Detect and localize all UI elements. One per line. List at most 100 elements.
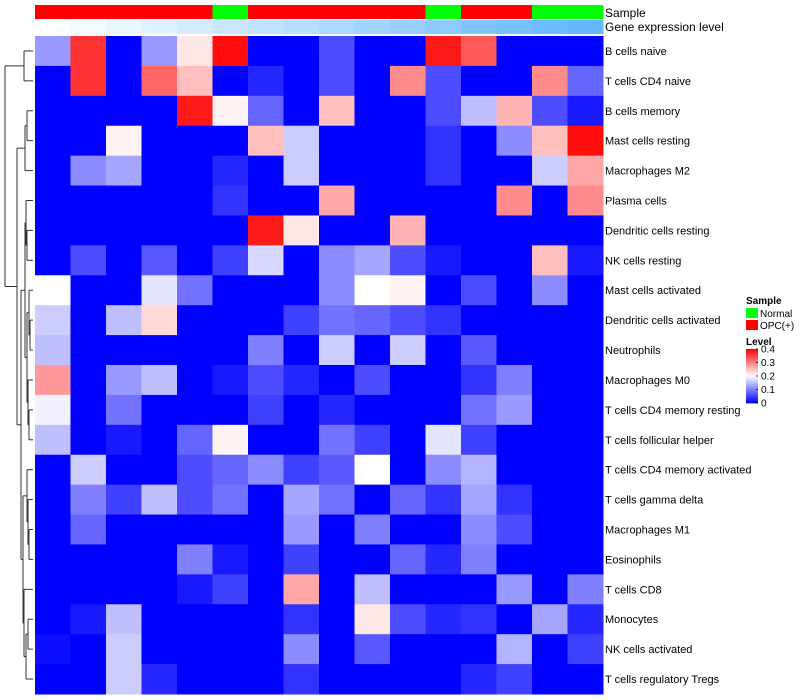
heatmap-cell: [425, 604, 462, 635]
heatmap-cell: [496, 95, 533, 127]
heatmap-cell: [35, 36, 71, 67]
gene-level-annotation-cell: [532, 20, 568, 34]
heatmap-cell: [177, 484, 213, 516]
heatmap-cell: [532, 574, 568, 605]
heatmap-cell: [212, 574, 249, 605]
row-label: Macrophages M1: [605, 525, 690, 537]
heatmap-cell: [35, 245, 71, 276]
colorbar-tick-label: 0.1: [761, 385, 775, 396]
row-label: Mast cells resting: [605, 136, 690, 148]
gene-level-annotation-cell: [425, 20, 462, 34]
heatmap-cell: [106, 365, 142, 396]
heatmap-cell: [390, 65, 426, 97]
heatmap-cell: [106, 454, 142, 486]
heatmap-cell: [461, 604, 497, 635]
gene-level-annotation-cell: [283, 20, 320, 34]
heatmap-cell: [425, 95, 462, 127]
heatmap-cell: [283, 335, 320, 366]
heatmap-cell: [283, 514, 320, 545]
heatmap-cell: [177, 155, 213, 187]
heatmap-cell: [212, 275, 249, 306]
heatmap-cell: [248, 155, 284, 187]
colorbar-segment: [746, 400, 758, 403]
heatmap-cell: [141, 275, 178, 306]
heatmap-cell: [532, 604, 568, 635]
heatmap-cell: [461, 125, 497, 157]
row-label: T cells CD4 memory resting: [605, 405, 741, 417]
heatmap-cell: [141, 664, 178, 695]
colorbar-segment: [746, 385, 758, 388]
heatmap-cell: [354, 155, 391, 187]
heatmap-cell: [354, 634, 391, 665]
heatmap-cell: [390, 125, 426, 157]
sample-annotation-cell: [141, 5, 178, 19]
colorbar-segment: [746, 392, 758, 394]
heatmap-cell: [461, 424, 497, 456]
heatmap-cell: [461, 544, 497, 575]
colorbar-segment: [746, 386, 758, 389]
colorbar-segment: [746, 394, 758, 397]
heatmap-cell: [177, 185, 213, 216]
heatmap-cell: [319, 36, 355, 67]
heatmap-cell: [496, 155, 533, 187]
heatmap-cell: [461, 335, 497, 366]
heatmap-cell: [496, 36, 533, 67]
heatmap-cell: [106, 125, 142, 157]
heatmap-cell: [532, 424, 568, 456]
heatmap-cell: [35, 65, 71, 97]
heatmap-cell: [532, 155, 568, 187]
heatmap-cell: [319, 394, 355, 426]
heatmap-cell: [106, 185, 142, 216]
colorbar-segment: [746, 349, 758, 351]
heatmap-cell: [425, 484, 462, 516]
gene-level-annotation-cell: [177, 20, 213, 34]
heatmap-cell: [496, 394, 533, 426]
gene-level-annotation-cell: [248, 20, 284, 34]
gene-level-annotation-cell: [319, 20, 355, 34]
heatmap-cell: [106, 65, 142, 97]
heatmap-cell: [106, 215, 142, 246]
colorbar-segment: [746, 357, 758, 359]
colorbar-segment: [746, 398, 758, 401]
colorbar-segment: [746, 359, 758, 362]
heatmap-cell: [461, 305, 497, 336]
heatmap-cell: [354, 514, 391, 545]
heatmap-cell: [425, 664, 462, 695]
heatmap-cell: [141, 544, 178, 575]
heatmap-cell: [567, 245, 604, 276]
heatmap-cell: [532, 95, 568, 127]
heatmap-cell: [532, 544, 568, 575]
heatmap-cell: [496, 245, 533, 276]
heatmap-cell: [532, 215, 568, 246]
heatmap-cell: [70, 484, 107, 516]
heatmap-cell: [248, 574, 284, 605]
heatmap-cell: [354, 335, 391, 366]
heatmap-cell: [212, 664, 249, 695]
heatmap-cell: [283, 394, 320, 426]
heatmap-cell: [354, 245, 391, 276]
heatmap-cell: [141, 514, 178, 545]
colorbar-segment: [746, 374, 758, 377]
heatmap-cell: [390, 664, 426, 695]
colorbar-segment: [746, 378, 758, 381]
heatmap-cell: [141, 155, 178, 187]
heatmap-cell: [496, 215, 533, 246]
legend-level-colorbar: 0.4 0.3 0.2 0.1 0: [746, 345, 775, 410]
heatmap-cell: [141, 245, 178, 276]
heatmap-cell: [106, 335, 142, 366]
heatmap-cell: [248, 394, 284, 426]
gene-level-annotation-cell: [496, 20, 533, 34]
colorbar-segment: [746, 397, 758, 400]
heatmap-cell: [390, 335, 426, 366]
heatmap-cell: [212, 604, 249, 635]
heatmap-cell: [425, 185, 462, 216]
heatmap-cell: [567, 125, 604, 157]
legend-swatch: [746, 308, 758, 318]
row-label: T cells CD4 memory activated: [605, 465, 752, 477]
colorbar-segment: [746, 377, 758, 380]
heatmap-cell: [567, 215, 604, 246]
row-labels: B cells naive T cells CD4 naive B cells me…: [605, 46, 752, 686]
heatmap-cell: [425, 215, 462, 246]
heatmap-cell: [177, 634, 213, 665]
heatmap-cell: [177, 424, 213, 456]
